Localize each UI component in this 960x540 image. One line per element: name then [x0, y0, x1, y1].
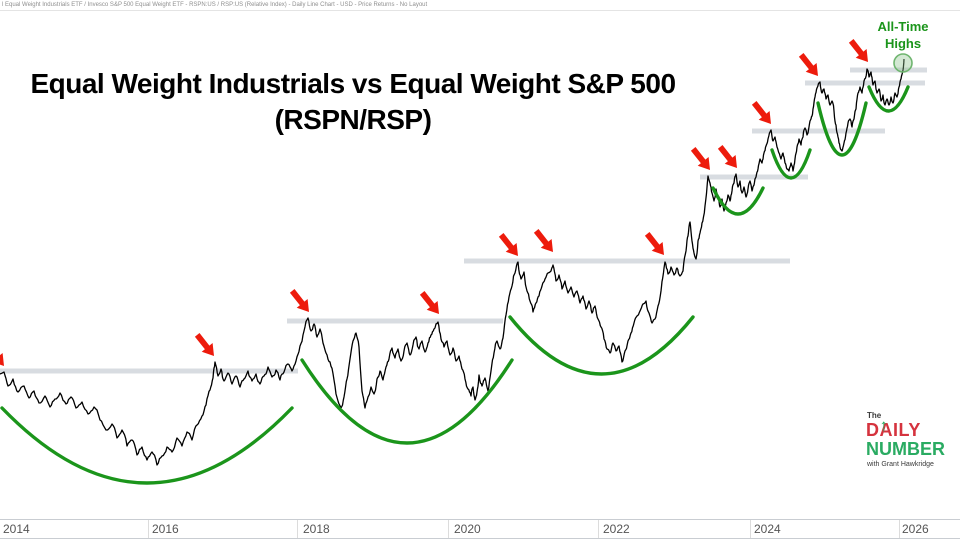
- x-axis-tick: [899, 520, 900, 538]
- x-axis-label: 2014: [3, 522, 30, 536]
- page-title: Equal Weight Industrials vs Equal Weight…: [0, 66, 706, 138]
- daily-number-logo: The DA ↑ ILY NUMBER with Grant Hawkridge: [866, 411, 960, 469]
- x-axis-label: 2018: [303, 522, 330, 536]
- chart-title-line2: (RSPN/RSP): [274, 104, 432, 135]
- ath-label-line1: All-Time: [877, 19, 929, 34]
- peak-arrow: [690, 147, 710, 170]
- ath-label-line2: Highs: [884, 36, 922, 51]
- x-axis-label: 2022: [603, 522, 630, 536]
- peak-arrow: [0, 353, 4, 366]
- x-axis-tick: [598, 520, 599, 538]
- peak-arrow: [289, 289, 309, 312]
- ath-circle: [893, 53, 913, 73]
- relative-strength-line: [0, 58, 905, 466]
- peak-arrow: [419, 291, 439, 314]
- peak-arrow: [498, 233, 518, 256]
- logo-number: NUMBER: [866, 439, 945, 459]
- peak-arrow: [848, 39, 868, 62]
- x-axis-tick: [148, 520, 149, 538]
- base-arc: [508, 315, 695, 376]
- peak-arrow: [533, 229, 553, 252]
- x-axis-tick: [448, 520, 449, 538]
- peak-arrow: [751, 101, 771, 124]
- chart-title-line1: Equal Weight Industrials vs Equal Weight…: [30, 68, 676, 99]
- x-axis-label: 2020: [454, 522, 481, 536]
- peak-arrow: [194, 333, 214, 356]
- chart-header-info: l Equal Weight Industrials ETF / Invesco…: [0, 0, 960, 11]
- logo-the: The: [867, 411, 882, 420]
- base-arc: [300, 358, 514, 445]
- peak-arrow: [644, 232, 664, 255]
- logo-daily: DA ↑ ILY: [866, 416, 921, 440]
- logo-tagline: with Grant Hawkridge: [867, 461, 934, 468]
- x-axis-tick: [297, 520, 298, 538]
- x-axis-label: 2024: [754, 522, 781, 536]
- base-arc: [867, 85, 910, 113]
- base-arc: [0, 406, 294, 485]
- x-axis-tick: [750, 520, 751, 538]
- x-axis: 2014 2016 2018 2020 2022 2024 2026: [0, 519, 960, 539]
- base-arc: [816, 101, 868, 157]
- all-time-highs-label: All-Time Highs: [851, 18, 955, 52]
- peak-arrow: [717, 145, 737, 168]
- x-axis-label: 2026: [902, 522, 929, 536]
- chart-header-text: l Equal Weight Industrials ETF / Invesco…: [2, 2, 428, 8]
- x-axis-label: 2016: [152, 522, 179, 536]
- peak-arrow: [798, 53, 818, 76]
- base-arc: [711, 186, 765, 216]
- base-arc: [770, 148, 812, 180]
- logo-up-arrow-icon: ↑: [879, 416, 889, 435]
